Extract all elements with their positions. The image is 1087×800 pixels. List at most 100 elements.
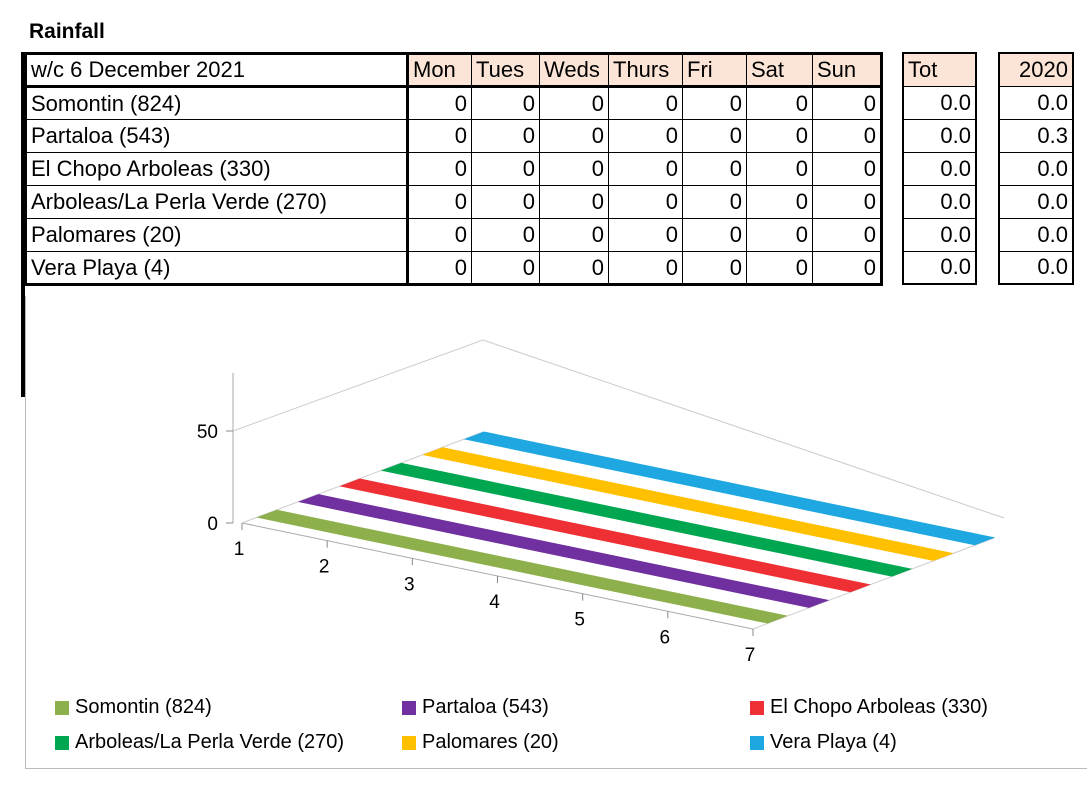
- legend-swatch: [55, 735, 69, 750]
- legend-swatch: [750, 700, 764, 715]
- tot-header: Tot: [902, 52, 977, 87]
- total-value: 0.0: [902, 151, 977, 186]
- x-tick-label: 5: [574, 610, 585, 631]
- legend-swatch: [402, 700, 416, 715]
- previous-year-value: 0.0: [998, 85, 1074, 120]
- legend-label: El Chopo Arboleas (330): [770, 696, 988, 718]
- series-ribbon: [463, 431, 996, 546]
- rainfall-value: 0: [539, 152, 609, 186]
- previous-year-value: 0.0: [998, 184, 1074, 219]
- x-tick-label: 4: [489, 592, 500, 613]
- previous-year-table: 2020 0.0 0.3 0.0 0.0 0.0 0.0: [998, 52, 1074, 285]
- rainfall-value: 0: [407, 119, 472, 153]
- previous-year-value: 0.0: [998, 217, 1074, 252]
- rainfall-value: 0: [471, 152, 540, 186]
- rainfall-chart: 0 50 1 2 3 4 5 6 7 Somontin (824) Partaloa (543) E…: [25, 296, 1087, 769]
- week-label: w/c 6 December 2021: [25, 53, 409, 88]
- series-ribbon: [422, 447, 954, 561]
- rainfall-value: 0: [407, 185, 472, 219]
- total-value: 0.0: [902, 217, 977, 252]
- legend-swatch: [750, 735, 764, 750]
- station-name: El Chopo Arboleas (330): [25, 152, 409, 186]
- back-wall-top: [482, 339, 1005, 519]
- day-header: Sat: [746, 53, 813, 88]
- rainfall-value: 0: [539, 251, 609, 285]
- x-tick-label: 7: [745, 645, 756, 666]
- table-row: Partaloa (543) 0 0 0 0 0 0 0: [25, 119, 882, 153]
- floor-right-edge: [752, 537, 995, 630]
- rainfall-value: 0: [682, 152, 747, 186]
- total-value: 0.0: [902, 85, 977, 120]
- rainfall-value: 0: [746, 152, 813, 186]
- series-ribbon: [297, 494, 830, 608]
- rainfall-value: 0: [471, 86, 540, 120]
- day-header: Tues: [471, 53, 540, 88]
- day-header: Thurs: [608, 53, 683, 88]
- x-tick-label: 3: [404, 574, 415, 595]
- rainfall-value: 0: [608, 152, 683, 186]
- rainfall-value: 0: [746, 86, 813, 120]
- table-row: Palomares (20) 0 0 0 0 0 0 0: [25, 218, 882, 252]
- rainfall-value: 0: [407, 251, 472, 285]
- y-tick-label: 0: [207, 514, 218, 535]
- rainfall-value: 0: [746, 119, 813, 153]
- legend-label: Arboleas/La Perla Verde (270): [75, 731, 345, 753]
- legend-item: Arboleas/La Perla Verde (270): [55, 731, 344, 754]
- rainfall-value: 0: [407, 152, 472, 186]
- rainfall-value: 0: [539, 86, 609, 120]
- table-row: Vera Playa (4) 0 0 0 0 0 0 0: [25, 251, 882, 285]
- page-title: Rainfall: [29, 20, 105, 43]
- rainfall-value: 0: [812, 86, 882, 120]
- legend-swatch: [402, 735, 416, 750]
- rainfall-value: 0: [608, 218, 683, 252]
- series-ribbon: [339, 478, 871, 593]
- legend-label: Vera Playa (4): [770, 731, 897, 753]
- rainfall-value: 0: [682, 86, 747, 120]
- x-tick-label: 1: [234, 539, 245, 560]
- rainfall-value: 0: [539, 218, 609, 252]
- totals-table: Tot 0.0 0.0 0.0 0.0 0.0 0.0: [902, 52, 977, 285]
- station-name: Palomares (20): [25, 218, 409, 252]
- rainfall-value: 0: [407, 86, 472, 120]
- total-value: 0.0: [902, 184, 977, 219]
- rainfall-value: 0: [812, 185, 882, 219]
- legend-label: Palomares (20): [422, 731, 559, 753]
- year-header: 2020: [998, 52, 1074, 87]
- rainfall-value: 0: [682, 119, 747, 153]
- legend-item: Partaloa (543): [402, 696, 549, 719]
- x-tick-label: 6: [660, 627, 671, 648]
- table-left-border: [21, 52, 25, 397]
- day-header: Fri: [682, 53, 747, 88]
- y-tick-label: 50: [197, 422, 218, 443]
- rainfall-value: 0: [812, 251, 882, 285]
- x-tick-label: 2: [319, 557, 330, 578]
- rainfall-value: 0: [746, 185, 813, 219]
- rainfall-value: 0: [682, 251, 747, 285]
- rainfall-value: 0: [746, 251, 813, 285]
- rainfall-value: 0: [682, 185, 747, 219]
- legend-item: Vera Playa (4): [750, 731, 897, 754]
- station-name: Vera Playa (4): [25, 251, 409, 285]
- floor-left-edge: [241, 431, 484, 524]
- rainfall-value: 0: [471, 119, 540, 153]
- rainfall-value: 0: [608, 251, 683, 285]
- rainfall-value: 0: [539, 185, 609, 219]
- rainfall-value: 0: [812, 152, 882, 186]
- rainfall-value: 0: [471, 218, 540, 252]
- day-header: Mon: [407, 53, 472, 88]
- rainfall-value: 0: [682, 218, 747, 252]
- rainfall-value: 0: [608, 86, 683, 120]
- previous-year-value: 0.0: [998, 151, 1074, 186]
- previous-year-value: 0.3: [998, 118, 1074, 153]
- legend-item: Somontin (824): [55, 696, 212, 719]
- rainfall-value: 0: [471, 251, 540, 285]
- total-value: 0.0: [902, 250, 977, 285]
- legend-label: Partaloa (543): [422, 696, 549, 718]
- table-row: Arboleas/La Perla Verde (270) 0 0 0 0 0 0 0: [25, 185, 882, 219]
- rainfall-value: 0: [539, 119, 609, 153]
- day-header: Weds: [539, 53, 609, 88]
- total-value: 0.0: [902, 118, 977, 153]
- rainfall-value: 0: [608, 119, 683, 153]
- rainfall-value: 0: [746, 218, 813, 252]
- station-name: Arboleas/La Perla Verde (270): [25, 185, 409, 219]
